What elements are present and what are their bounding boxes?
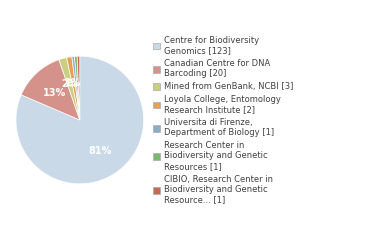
Wedge shape <box>21 60 80 120</box>
Wedge shape <box>66 57 80 120</box>
Wedge shape <box>74 56 80 120</box>
Text: 81%: 81% <box>89 146 112 156</box>
Wedge shape <box>72 56 80 120</box>
Wedge shape <box>16 56 144 184</box>
Text: 13%: 13% <box>43 88 66 98</box>
Wedge shape <box>59 58 80 120</box>
Legend: Centre for Biodiversity
Genomics [123], Canadian Centre for DNA
Barcoding [20], : Centre for Biodiversity Genomics [123], … <box>153 36 294 204</box>
Wedge shape <box>77 56 80 120</box>
Text: 2%: 2% <box>62 79 78 89</box>
Text: 1%: 1% <box>65 78 82 89</box>
